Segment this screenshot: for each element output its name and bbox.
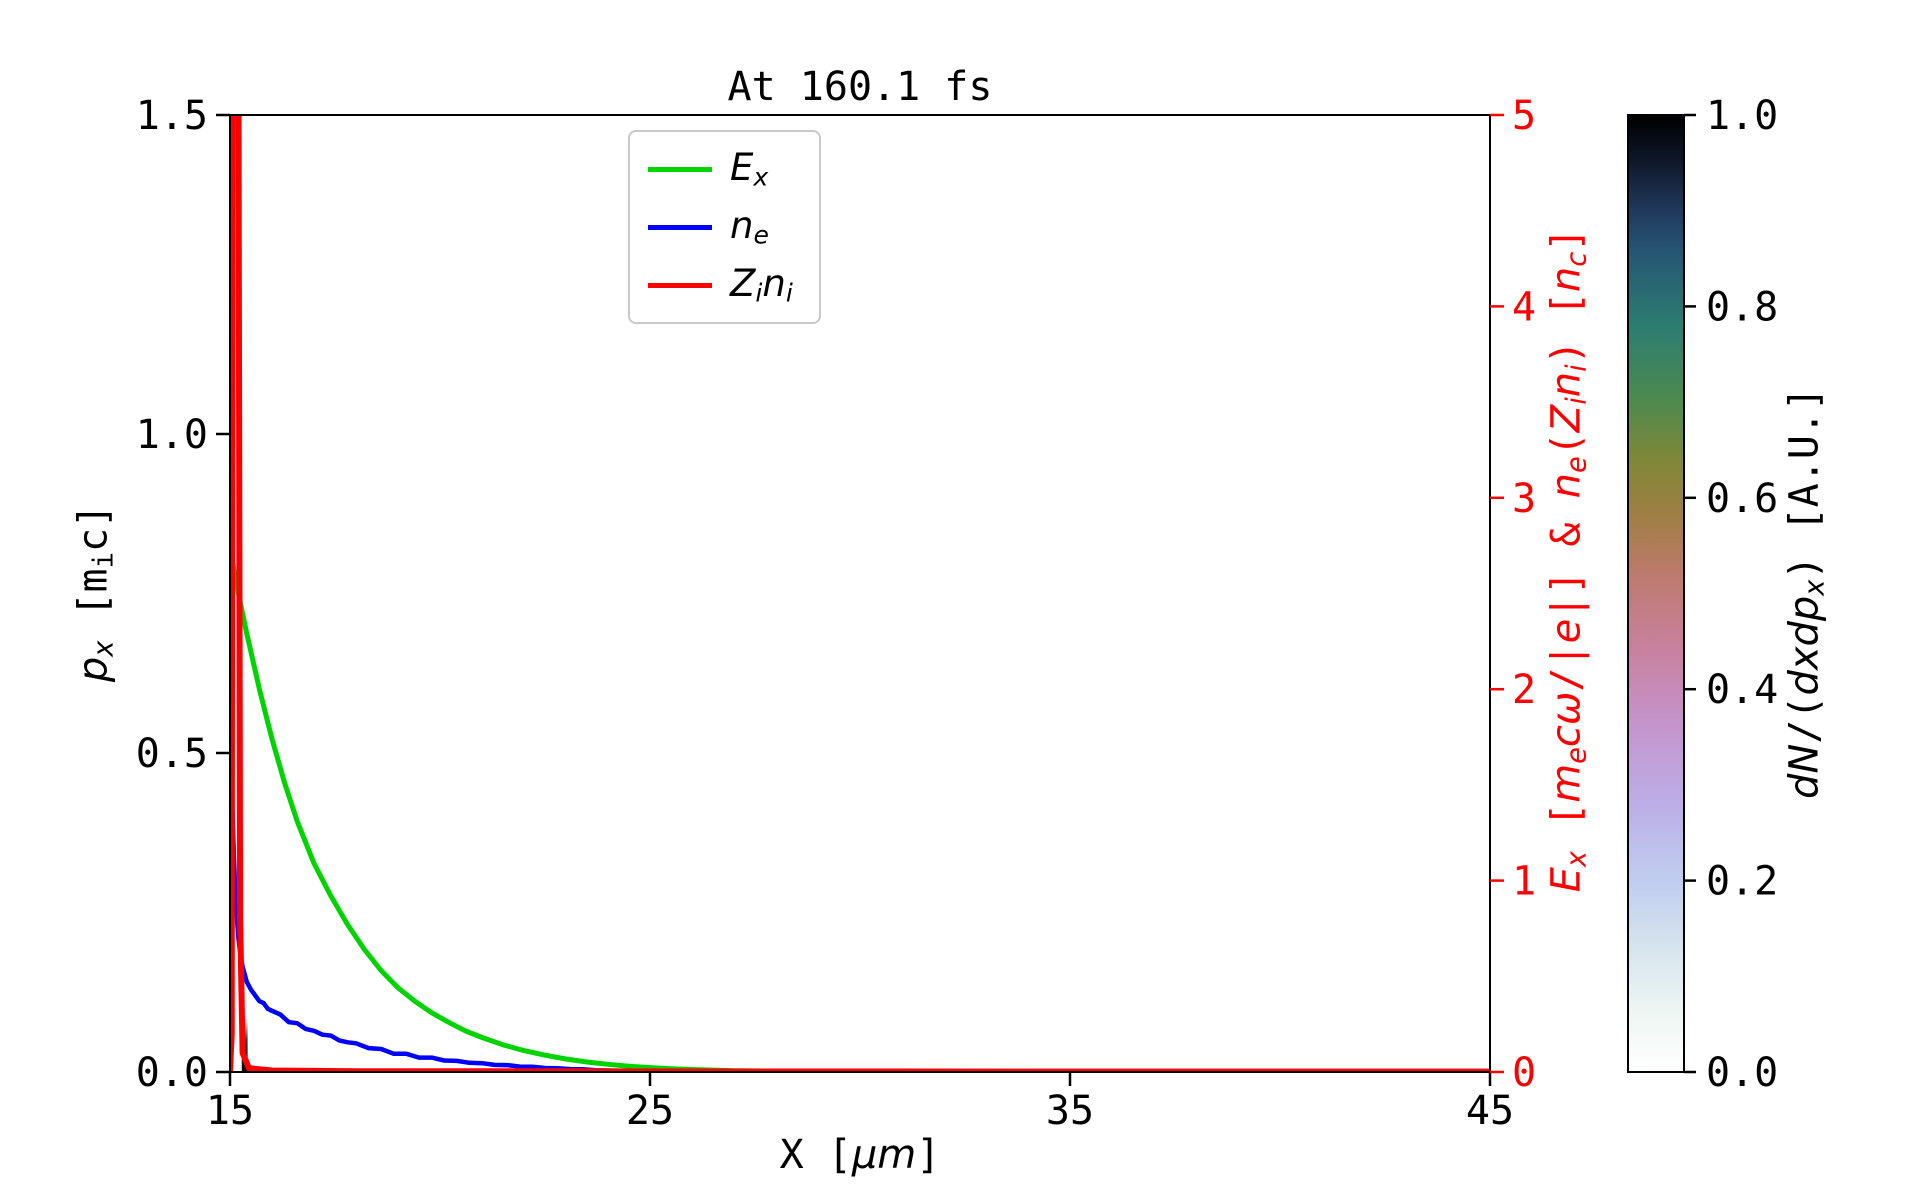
label-segment: Z (730, 261, 756, 305)
x-tick-label: 25 (626, 1088, 674, 1134)
label-segment: p (1781, 595, 1828, 622)
legend-item-label: Zini (730, 265, 793, 306)
legend-item: Zini (648, 262, 793, 308)
label-segment: n (730, 203, 754, 247)
label-segment: N (1781, 743, 1828, 774)
label-segment: i (755, 278, 763, 308)
label-segment: d (1781, 773, 1828, 800)
label-segment: x (88, 640, 120, 657)
y-right-tick-label: 3 (1512, 476, 1536, 522)
y-right-tick-label: 4 (1512, 284, 1536, 330)
label-segment: μm (851, 1132, 917, 1178)
label-segment: e (1561, 747, 1593, 764)
series-Zini (230, 115, 1490, 1072)
label-segment: d (1781, 670, 1828, 696)
label-segment: e (1543, 618, 1590, 644)
legend-line-sample (648, 224, 712, 230)
colorbar-tick-label: 0.2 (1706, 859, 1778, 905)
colorbar-tick-label: 0.4 (1706, 667, 1778, 713)
x-tick-label: 45 (1466, 1088, 1514, 1134)
label-segment: i (1561, 397, 1593, 405)
label-segment: i (785, 278, 793, 308)
label-segment: d (1781, 621, 1828, 647)
label-segment: x (753, 162, 769, 192)
label-segment: E (1543, 867, 1590, 893)
x-tick-label: 15 (206, 1088, 254, 1134)
label-segment: e (753, 220, 769, 250)
label-segment: [ (1543, 802, 1590, 851)
plot-title: At 160.1 fs (727, 64, 993, 110)
label-segment: c (1543, 725, 1590, 748)
label-segment: p (70, 656, 117, 683)
label-segment: |] & (1543, 498, 1590, 619)
colorbar-tick-label: 0.0 (1706, 1050, 1778, 1096)
y-left-tick-label: 0.5 (136, 731, 208, 777)
colorbar-tick-label: 0.8 (1706, 284, 1778, 330)
label-segment: i (88, 552, 120, 569)
legend-item-label: Ex (730, 149, 768, 190)
y-right-tick-label: 2 (1512, 667, 1536, 713)
legend-item: Ex (648, 146, 793, 192)
y-left-tick-label: 1.5 (136, 93, 208, 139)
y-left-tick-label: 1.0 (136, 412, 208, 458)
label-segment: ] (916, 1132, 941, 1178)
label-segment: n (1543, 473, 1590, 499)
label-segment: X [ (779, 1132, 852, 1178)
label-segment: c (1561, 251, 1593, 267)
legend-line-sample (648, 282, 712, 288)
y-left-tick-label: 0.0 (136, 1050, 208, 1096)
colorbar-label: dN/(dxdpx) [A.U.] (1782, 387, 1831, 799)
label-segment: ) [A.U.] (1781, 386, 1828, 580)
y-right-tick-label: 1 (1512, 859, 1536, 905)
label-segment: E (730, 145, 754, 189)
label-segment: n (1543, 371, 1590, 398)
label-segment: x (1561, 850, 1593, 868)
label-segment: [m (70, 568, 117, 641)
label-segment: i (1561, 364, 1593, 372)
label-segment: x (1799, 579, 1831, 596)
label-segment: x (1781, 646, 1828, 671)
label-segment: ) [ (1543, 292, 1590, 365)
colorbar-tick-label: 1.0 (1706, 93, 1778, 139)
label-segment: /| (1543, 643, 1590, 692)
plot-border (229, 114, 1491, 1073)
series-Ex (230, 547, 1490, 1072)
colorbar (1627, 114, 1685, 1073)
right-axis-label: Ex [mecω/|e|] & ne(Zini) [nc] (1544, 228, 1593, 893)
label-segment: ( (1543, 432, 1590, 457)
y-right-tick-label: 5 (1512, 93, 1536, 139)
left-axis-label: px [mic] (71, 504, 120, 682)
label-segment: n (762, 261, 786, 305)
label-segment: /( (1781, 695, 1828, 744)
label-segment: e (1561, 456, 1593, 474)
label-segment: c] (70, 503, 117, 553)
series-ne (230, 797, 1490, 1072)
x-axis-label: X [μm] (230, 1132, 1490, 1178)
plot-data-layer (230, 115, 1490, 1072)
y-right-tick-label: 0 (1512, 1050, 1536, 1096)
legend-line-sample (648, 166, 712, 172)
label-segment: n (1543, 266, 1590, 293)
label-segment: Z (1543, 404, 1590, 433)
label-segment: m (1543, 763, 1590, 803)
colorbar-tick-label: 0.6 (1706, 476, 1778, 522)
legend-item: ne (648, 204, 793, 250)
legend-item-label: ne (730, 207, 769, 248)
label-segment: ] (1543, 227, 1590, 252)
legend: Ex ne Zini (628, 130, 821, 324)
x-tick-label: 35 (1046, 1088, 1094, 1134)
label-segment: ω (1543, 691, 1590, 726)
